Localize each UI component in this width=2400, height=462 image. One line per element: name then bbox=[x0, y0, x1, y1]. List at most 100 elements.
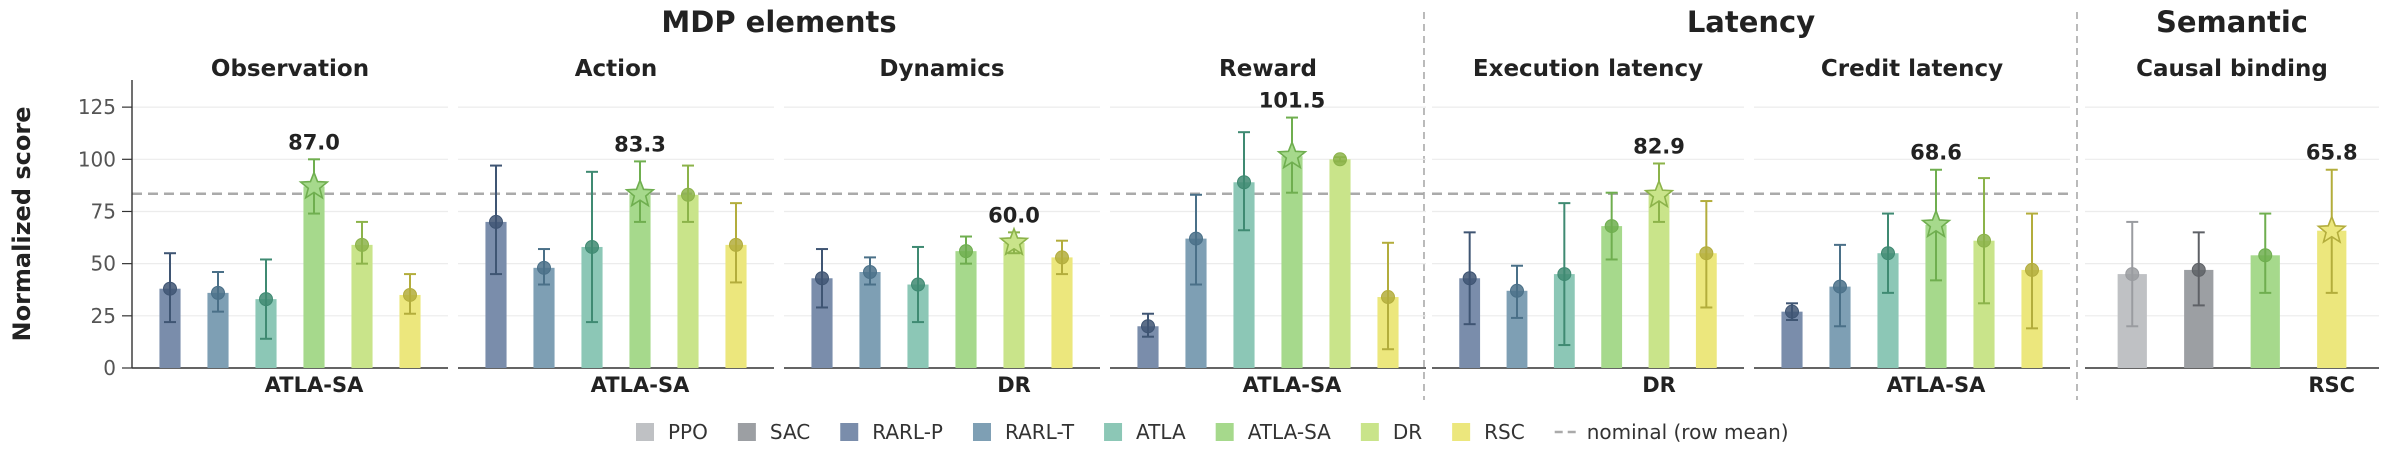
mean-marker bbox=[1141, 319, 1155, 334]
mean-marker bbox=[863, 265, 877, 279]
mean-marker bbox=[1189, 231, 1203, 246]
bar-dr bbox=[1329, 159, 1351, 368]
panel-title: Dynamics bbox=[879, 56, 1004, 82]
mean-marker bbox=[1237, 175, 1251, 190]
mean-marker bbox=[163, 281, 177, 296]
best-value-label: 101.5 bbox=[1259, 89, 1325, 113]
bar-rarl-t bbox=[533, 267, 555, 368]
bar-atla-sa bbox=[629, 194, 651, 368]
legend-item-dr: DR bbox=[1360, 420, 1422, 444]
best-method-label: DR bbox=[1642, 373, 1676, 397]
legend-swatch bbox=[1360, 423, 1379, 441]
mean-marker bbox=[2125, 267, 2140, 282]
best-method-label: RSC bbox=[2308, 373, 2355, 397]
mean-marker bbox=[1510, 283, 1524, 298]
panel-title: Credit latency bbox=[1821, 56, 2003, 82]
bar-rarl-p bbox=[811, 278, 833, 368]
panel-credit-latency: Credit latency 68.6 ATLA-SA bbox=[1754, 56, 2070, 397]
mean-marker bbox=[1557, 267, 1572, 282]
panel-title: Causal binding bbox=[2136, 56, 2328, 82]
bar-atla bbox=[1233, 182, 1255, 368]
best-method-label: ATLA-SA bbox=[1887, 373, 1986, 397]
mean-marker bbox=[1833, 279, 1847, 294]
best-value-label: 87.0 bbox=[288, 130, 340, 154]
panel-causal-binding: Causal binding 65.8 RSC bbox=[2085, 56, 2379, 397]
mean-marker bbox=[1462, 271, 1477, 286]
bar-rsc bbox=[725, 244, 747, 368]
panel-title: Action bbox=[575, 56, 658, 82]
legend-label: RARL-P bbox=[872, 420, 943, 444]
best-star-marker bbox=[624, 177, 656, 208]
panel-execution-latency: Execution latency 82.9 DR bbox=[1432, 56, 1744, 397]
mean-marker bbox=[1881, 246, 1895, 261]
panel-dynamics: Dynamics 60.0 DR bbox=[784, 56, 1100, 397]
best-method-label: ATLA-SA bbox=[591, 373, 690, 397]
best-star-marker bbox=[298, 170, 330, 200]
bar-atla-sa bbox=[1601, 226, 1623, 368]
y-tick-label: 25 bbox=[91, 304, 116, 328]
y-tick-label: 125 bbox=[78, 95, 116, 119]
mean-marker bbox=[1381, 290, 1395, 305]
y-tick-label: 75 bbox=[91, 199, 116, 223]
y-axis-label: Normalized score bbox=[8, 107, 36, 342]
bar-atla-sa bbox=[955, 251, 977, 368]
mean-marker bbox=[259, 292, 273, 307]
best-method-label: ATLA-SA bbox=[265, 373, 364, 397]
mean-marker bbox=[1333, 152, 1347, 167]
best-value-label: 60.0 bbox=[988, 203, 1040, 227]
legend-item-atla-sa: ATLA-SA bbox=[1215, 420, 1331, 444]
bar-dr bbox=[1973, 240, 1995, 368]
best-value-label: 83.3 bbox=[614, 132, 666, 156]
y-axis: 0 25 50 75 100 125 Normalized score bbox=[8, 80, 133, 380]
mean-marker bbox=[355, 237, 369, 252]
mean-marker bbox=[1604, 219, 1619, 234]
mean-marker bbox=[681, 187, 695, 202]
bar-atla-sa bbox=[303, 186, 325, 368]
legend-label: ATLA-SA bbox=[1248, 420, 1331, 444]
panel-title: Observation bbox=[211, 56, 369, 82]
legend-swatch bbox=[1215, 423, 1234, 441]
bar-atla-sa bbox=[1281, 156, 1303, 368]
mean-marker bbox=[537, 260, 551, 275]
legend-item-sac: SAC bbox=[737, 420, 810, 444]
chart-panels: Observation 87.0 ATLA-SA Action 83.3 ATLA-SA D… bbox=[132, 56, 2379, 397]
bar-rarl-t bbox=[1829, 286, 1851, 368]
group-titles: MDP elements Latency Semantic bbox=[661, 5, 2308, 400]
panel-observation: Observation 87.0 ATLA-SA bbox=[132, 56, 448, 397]
panel-title: Execution latency bbox=[1473, 56, 1703, 82]
bar-atla bbox=[1877, 253, 1899, 368]
y-tick-label: 100 bbox=[78, 147, 116, 171]
best-value-label: 68.6 bbox=[1910, 141, 1962, 165]
mean-marker bbox=[729, 237, 743, 252]
best-value-label: 65.8 bbox=[2306, 141, 2358, 165]
legend-item-rarl-p: RARL-P bbox=[840, 420, 943, 444]
mean-marker bbox=[1977, 233, 1991, 248]
legend-item-rarl-t: RARL-T bbox=[972, 420, 1075, 444]
mean-marker bbox=[1055, 250, 1069, 265]
bar-rarl-t bbox=[859, 272, 881, 368]
legend-label: SAC bbox=[770, 420, 810, 444]
bar-rarl-t bbox=[1506, 290, 1528, 368]
group-title-0: MDP elements bbox=[661, 5, 896, 39]
best-star-marker bbox=[1920, 208, 1952, 238]
best-star-marker bbox=[2316, 214, 2348, 244]
mean-marker bbox=[959, 244, 973, 259]
panel-action: Action 83.3 ATLA-SA bbox=[458, 56, 774, 397]
bar-rarl-t bbox=[1185, 238, 1207, 368]
legend-item-rsc: RSC bbox=[1452, 420, 1525, 444]
bar-rarl-p bbox=[1781, 311, 1803, 368]
bar-rsc bbox=[1695, 253, 1717, 368]
bar-dr bbox=[351, 244, 373, 368]
bar-rarl-p bbox=[485, 221, 507, 368]
legend-label: DR bbox=[1393, 420, 1422, 444]
legend-swatch bbox=[972, 423, 991, 441]
mean-marker bbox=[815, 271, 829, 286]
legend: PPO SAC RARL-P RARL-T ATLA ATLA-SA DR RSC nomina… bbox=[636, 420, 1789, 444]
best-star-marker bbox=[1643, 178, 1675, 209]
legend-label: PPO bbox=[668, 420, 708, 444]
group-title-2: Semantic bbox=[2156, 5, 2308, 39]
legend-swatch bbox=[737, 423, 756, 441]
bar-atla-sa bbox=[1925, 224, 1947, 368]
best-star-marker bbox=[998, 226, 1030, 256]
